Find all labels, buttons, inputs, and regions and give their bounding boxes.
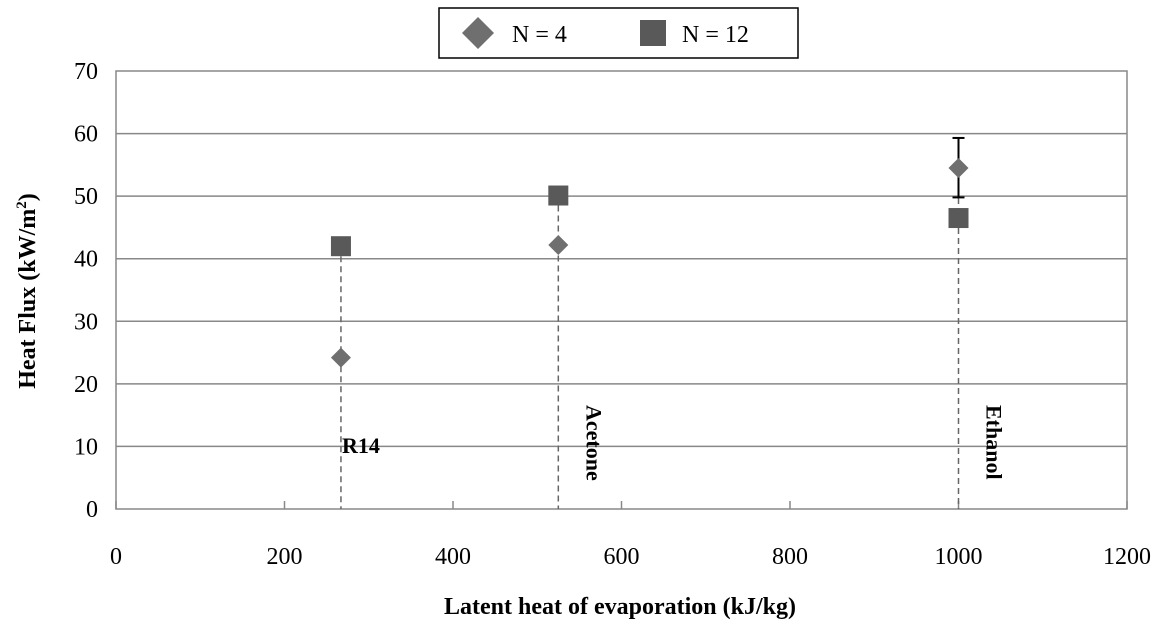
fluid-label: Acetone	[581, 405, 606, 481]
fluid-labels: R14 Acetone Ethanol	[342, 405, 1006, 481]
y-tick-label: 30	[74, 309, 98, 335]
y-tick-label: 20	[74, 372, 98, 398]
fluid-label: Ethanol	[982, 405, 1007, 480]
legend-label-n4: N = 4	[512, 22, 567, 48]
y-tick-label: 0	[86, 497, 98, 523]
legend: N = 4 N = 12	[438, 7, 799, 59]
legend-label-n12: N = 12	[682, 22, 749, 48]
y-tick-label: 50	[74, 184, 98, 210]
y-axis-title-close: )	[15, 193, 41, 201]
legend-diamond-marker	[462, 17, 494, 49]
legend-box	[438, 7, 799, 59]
x-tick-label: 400	[435, 544, 471, 570]
square-marker	[330, 236, 351, 257]
y-axis-title: Heat Flux (kW/m2)	[14, 193, 41, 389]
x-tick-label: 1000	[935, 544, 983, 570]
y-tick-label: 60	[74, 122, 98, 148]
x-axis-tick-labels: 0 200 400 600 800 1000 1200	[110, 544, 1151, 570]
gridlines	[116, 132, 1127, 448]
y-tick-label: 10	[74, 434, 98, 460]
diamond-marker	[330, 347, 351, 368]
diamond-marker	[548, 234, 569, 255]
x-tick-label: 800	[772, 544, 808, 570]
y-axis-title-superscript: 2	[14, 201, 30, 209]
data-markers	[330, 157, 969, 368]
y-axis-title-main: Heat Flux (kW/m	[15, 209, 41, 389]
x-tick-label: 600	[604, 544, 640, 570]
diamond-marker	[948, 157, 969, 178]
square-marker	[548, 185, 569, 206]
plot-area	[115, 70, 1128, 510]
fluid-label: R14	[342, 433, 380, 458]
x-axis-title: Latent heat of evaporation (kJ/kg)	[444, 594, 796, 620]
x-axis-ticks	[115, 501, 1128, 509]
y-axis-tick-labels: 0 10 20 30 40 50 60 70	[74, 59, 98, 523]
legend-square-marker	[640, 20, 666, 46]
y-tick-label: 70	[74, 59, 98, 85]
x-tick-label: 0	[110, 544, 122, 570]
square-marker	[948, 208, 969, 229]
x-tick-label: 1200	[1103, 544, 1151, 570]
x-tick-label: 200	[267, 544, 303, 570]
y-tick-label: 40	[74, 247, 98, 273]
fluid-droplines	[340, 167, 960, 509]
